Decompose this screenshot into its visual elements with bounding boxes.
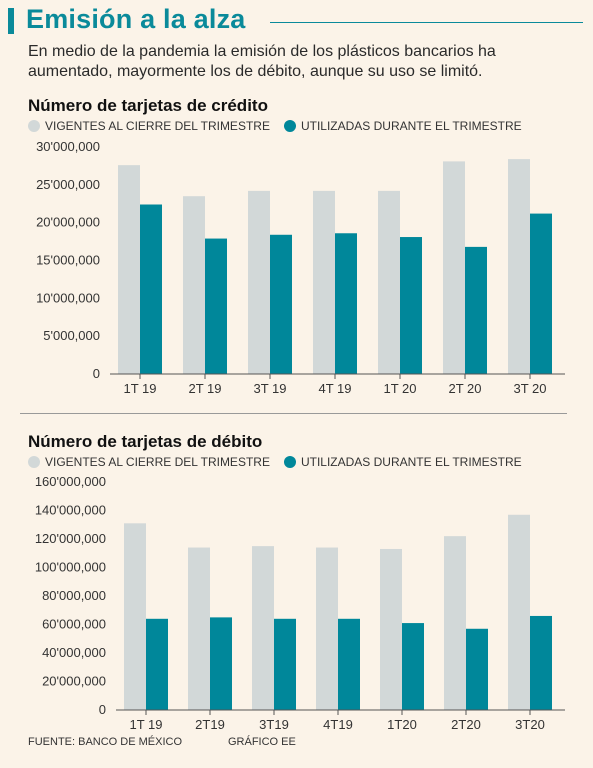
y-tick-label: 60'000,000 xyxy=(42,617,106,632)
y-tick-label: 15'000,000 xyxy=(36,253,100,268)
y-tick-label: 5'000,000 xyxy=(43,328,100,343)
x-tick-label: 2T 20 xyxy=(448,381,481,396)
legend-dot-vigentes xyxy=(28,456,40,468)
x-tick-label: 4T 19 xyxy=(318,381,351,396)
bar-utilizadas xyxy=(140,204,162,374)
y-tick-label: 0 xyxy=(99,702,106,717)
bar-vigentes xyxy=(508,159,530,374)
x-tick-label: 3T20 xyxy=(515,717,545,732)
legend-label-vigentes: VIGENTES AL CIERRE DEL TRIMESTRE xyxy=(45,119,270,133)
bar-vigentes xyxy=(508,514,530,710)
y-tick-label: 10'000,000 xyxy=(36,290,100,305)
debit-chart: 0 20'000,000 40'000,000 60'000,000 80'000,00… xyxy=(35,474,565,732)
legend-dot-utilizadas xyxy=(283,120,296,132)
y-tick-label: 160'000,000 xyxy=(35,474,106,489)
y-tick-label: 20'000,000 xyxy=(42,674,106,689)
legend-dot-utilizadas xyxy=(283,456,296,468)
bar-vigentes xyxy=(443,161,465,374)
legend-item-utilizadas: UTILIZADAS DURANTE EL TRIMESTRE xyxy=(283,455,522,469)
legend-dot-vigentes xyxy=(28,120,40,132)
footer-source: FUENTE: BANCO DE MÉXICO xyxy=(28,736,183,748)
bar-utilizadas xyxy=(146,618,168,710)
bar-utilizadas xyxy=(338,618,360,710)
legend-item-vigentes: VIGENTES AL CIERRE DEL TRIMESTRE xyxy=(28,455,270,469)
x-tick-label: 3T 19 xyxy=(253,381,286,396)
y-tick-label: 140'000,000 xyxy=(35,503,106,518)
x-tick-label: 1T20 xyxy=(387,717,417,732)
credit-chart-legend: VIGENTES AL CIERRE DEL TRIMESTRE UTILIZA… xyxy=(28,119,536,133)
bar-utilizadas xyxy=(466,628,488,710)
x-tick-label: 1T 20 xyxy=(383,381,416,396)
page-title: Emisión a la alza xyxy=(26,4,246,34)
credit-chart: 0 5'000,000 10'000,000 15'000,000 20'000,000… xyxy=(36,139,565,396)
page-subtitle: En medio de la pandemia la emisión de lo… xyxy=(28,43,496,80)
bar-vigentes xyxy=(188,547,210,710)
bar-utilizadas xyxy=(400,237,422,374)
footer-credit: GRÁFICO EE xyxy=(228,736,296,748)
bar-vigentes xyxy=(444,536,466,710)
title-accent-bar xyxy=(8,8,14,34)
x-tick-label: 1T 19 xyxy=(123,381,156,396)
y-tick-label: 20'000,000 xyxy=(36,215,100,230)
y-tick-label: 30'000,000 xyxy=(36,139,100,154)
y-tick-label: 80'000,000 xyxy=(42,588,106,603)
bar-vigentes xyxy=(378,190,400,374)
x-tick-label: 3T19 xyxy=(259,717,289,732)
legend-item-utilizadas: UTILIZADAS DURANTE EL TRIMESTRE xyxy=(283,119,522,133)
bar-utilizadas xyxy=(402,623,424,710)
debit-chart-title: Número de tarjetas de débito xyxy=(28,432,263,451)
legend-label-utilizadas: UTILIZADAS DURANTE EL TRIMESTRE xyxy=(300,119,522,133)
bar-vigentes xyxy=(316,547,338,710)
legend-label-utilizadas: UTILIZADAS DURANTE EL TRIMESTRE xyxy=(300,455,522,469)
bar-vigentes xyxy=(118,165,140,374)
legend-item-vigentes: VIGENTES AL CIERRE DEL TRIMESTRE xyxy=(28,119,270,133)
bar-vigentes xyxy=(183,196,205,374)
y-tick-label: 0 xyxy=(93,366,100,381)
bar-vigentes xyxy=(124,523,146,710)
debit-chart-legend: VIGENTES AL CIERRE DEL TRIMESTRE UTILIZA… xyxy=(28,455,536,469)
bar-utilizadas xyxy=(530,615,552,710)
x-tick-label: 4T19 xyxy=(323,717,353,732)
bar-utilizadas xyxy=(210,617,232,710)
x-tick-label: 2T19 xyxy=(195,717,225,732)
section-divider xyxy=(20,413,567,414)
title-rule xyxy=(270,22,583,23)
bar-utilizadas xyxy=(335,233,357,374)
bar-utilizadas xyxy=(205,238,227,374)
y-tick-label: 40'000,000 xyxy=(42,645,106,660)
bar-utilizadas xyxy=(465,246,487,374)
bar-utilizadas xyxy=(530,213,552,374)
x-tick-label: 1T 19 xyxy=(129,717,162,732)
y-tick-label: 100'000,000 xyxy=(35,560,106,575)
bar-vigentes xyxy=(313,190,335,374)
y-tick-label: 120'000,000 xyxy=(35,531,106,546)
bar-vigentes xyxy=(248,190,270,374)
legend-label-vigentes: VIGENTES AL CIERRE DEL TRIMESTRE xyxy=(45,455,270,469)
y-tick-label: 25'000,000 xyxy=(36,177,100,192)
bar-vigentes xyxy=(380,548,402,710)
x-tick-label: 2T20 xyxy=(451,717,481,732)
credit-chart-title: Número de tarjetas de crédito xyxy=(28,96,268,115)
bar-vigentes xyxy=(252,546,274,710)
x-tick-label: 3T 20 xyxy=(513,381,546,396)
x-tick-label: 2T 19 xyxy=(188,381,221,396)
bar-utilizadas xyxy=(270,234,292,374)
bar-utilizadas xyxy=(274,618,296,710)
